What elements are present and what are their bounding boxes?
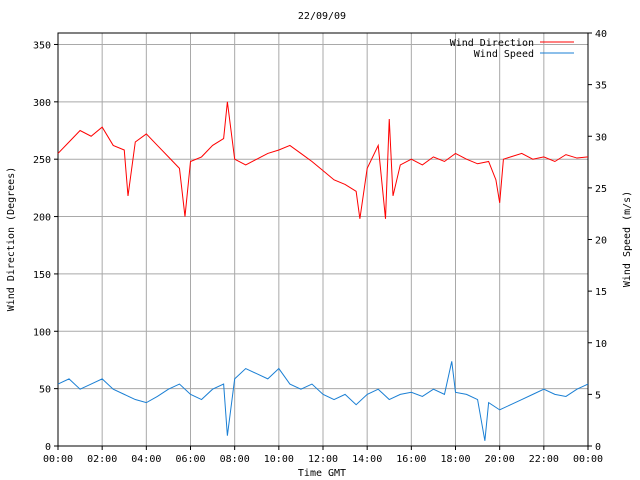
y-tick-label-right: 15 [595,287,607,298]
y-tick-label-right: 35 [595,81,607,92]
y-tick-label-left: 50 [39,385,51,396]
x-tick-label: 02:00 [87,454,117,465]
x-tick-label: 04:00 [131,454,161,465]
y-tick-label-left: 100 [33,327,51,338]
y-tick-label-right: 0 [595,442,601,453]
y-tick-label-left: 200 [33,213,51,224]
y-tick-label-left: 250 [33,155,51,166]
x-tick-label: 14:00 [352,454,382,465]
x-tick-label: 22:00 [529,454,559,465]
x-tick-label: 16:00 [396,454,426,465]
y-tick-label-left: 150 [33,270,51,281]
y-tick-label-left: 350 [33,40,51,51]
x-tick-label: 08:00 [220,454,250,465]
legend: Wind Direction Wind Speed [450,38,574,60]
x-tick-label: 12:00 [308,454,338,465]
series-line-wind-speed [57,361,589,441]
legend-label-wind-speed: Wind Speed [474,49,534,60]
series-line-wind-direction [57,101,589,219]
x-tick-label: 10:00 [264,454,294,465]
y-tick-label-right: 30 [595,132,607,143]
legend-label-wind-direction: Wind Direction [450,38,534,49]
y-tick-label-right: 40 [595,29,607,40]
x-tick-label: 20:00 [485,454,515,465]
y-axis-label-right: Wind Speed (m/s) [622,191,633,287]
y-axis-left: 0 50 100 150 200 250 300 350 [33,40,58,453]
x-tick-label: 06:00 [175,454,205,465]
y-tick-label-left: 0 [45,442,51,453]
y-tick-label-left: 300 [33,98,51,109]
x-tick-label: 00:00 [573,454,603,465]
x-axis: 00:00 02:00 04:00 06:00 08:00 10:00 12:00 14:00… [43,446,603,465]
y-tick-label-right: 10 [595,339,607,350]
grid [58,33,588,446]
x-axis-label: Time GMT [298,468,346,479]
y-axis-right: 0 5 10 15 20 25 30 35 40 [588,29,607,453]
y-tick-label-right: 25 [595,184,607,195]
x-tick-label: 18:00 [440,454,470,465]
y-axis-label-left: Wind Direction (Degrees) [6,167,17,312]
x-tick-label: 00:00 [43,454,73,465]
y-tick-label-right: 5 [595,390,601,401]
chart-title: 22/09/09 [298,11,346,22]
y-tick-label-right: 20 [595,236,607,247]
